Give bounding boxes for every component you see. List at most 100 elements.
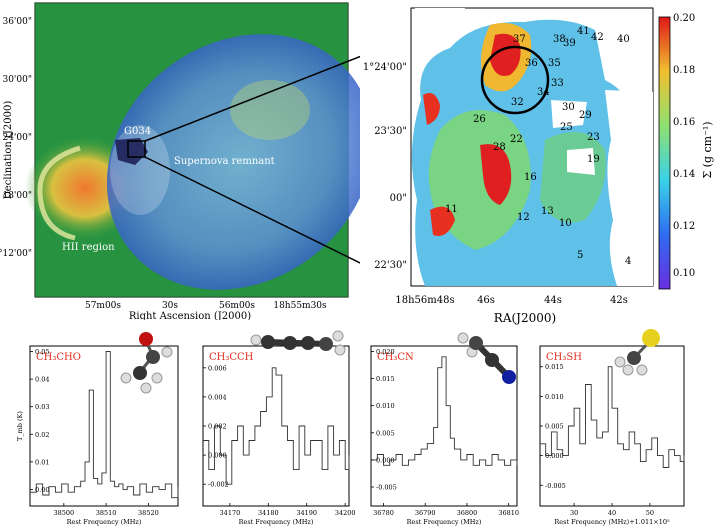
right-x-label: RA(J2000)	[494, 311, 556, 325]
x-tick-label: 38500	[53, 509, 74, 517]
x-tick-label: 36780	[373, 509, 394, 517]
spectrum-ch3sh: CH₃SH -0.005 0.000 0.005 0.010 0.015 30 40 50Res…	[539, 345, 685, 526]
zoom-line-bottom	[144, 156, 360, 264]
x-tick-label: 34200	[335, 509, 356, 517]
core-label: 35	[548, 58, 561, 69]
colorbar-tick: 0.18	[673, 65, 695, 76]
y-tick-label: 0.000	[208, 452, 227, 460]
left-ytick: 36'00"	[2, 17, 32, 27]
left-y-ticks: 36'00" 30'00" 24'00" 18'00" +1°12'00"	[0, 17, 32, 259]
y-tick-label: -0.005	[376, 484, 397, 492]
core-label: 28	[493, 142, 506, 153]
y-tick-label: 0.015	[376, 375, 395, 383]
x-tick-label: 40	[608, 509, 616, 517]
core-label: 11	[445, 204, 458, 215]
left-xtick: 56m00s	[219, 301, 255, 311]
core-label: 41	[577, 26, 590, 37]
molecule-acetaldehyde	[120, 332, 173, 394]
core-label: 42	[591, 32, 604, 43]
x-axis-label: Rest Frequency (MHz)	[239, 518, 314, 526]
core-label: 33	[551, 78, 564, 89]
right-ytick: 00"	[390, 193, 407, 204]
right-xtick: 46s	[477, 295, 495, 306]
spectra-panels: CH₃CHO 0.00 0.01 0.02 0.03 0.04 0.05 38500 38510…	[16, 329, 685, 526]
spectrum-line	[30, 351, 179, 499]
y-tick-label: 0.02	[35, 431, 49, 439]
colorbar-tick: 0.10	[673, 268, 695, 279]
y-tick-label: 0.04	[35, 376, 49, 384]
spectrum-ch3cn: CH₃CN -0.005 0.000 0.005 0.010 0.015 0.020 3678…	[370, 345, 519, 526]
molecule-methyl-cyanide	[457, 332, 516, 384]
y-tick-label: 0.006	[208, 364, 227, 372]
right-ytick: 22'30"	[374, 260, 407, 271]
core-label: 29	[579, 110, 592, 121]
label-snr: Supernova remnant	[174, 156, 275, 167]
beam-circle	[480, 45, 550, 115]
molecule-methanethiol	[614, 329, 660, 376]
right-y-ticks: 1°24'00" 23'30" 00" 22'30"	[363, 62, 407, 271]
right-ytick: 23'30"	[374, 126, 407, 137]
x-tick-label: 50	[646, 509, 654, 517]
left-x-label: Right Ascension (J2000)	[129, 311, 251, 320]
left-xtick: 18h55m30s	[273, 301, 327, 311]
right-xtick: 42s	[610, 295, 628, 306]
right-ytick: 1°24'00"	[363, 62, 407, 73]
spectrum-line	[371, 356, 518, 466]
y-tick-label: 0.020	[376, 348, 395, 356]
right-xtick: 18h56m48s	[395, 295, 454, 306]
x-tick-label: 30	[570, 509, 578, 517]
hii-region-shell	[37, 145, 81, 241]
zoom-line-top	[144, 55, 360, 142]
y-axis-label: T_mb (K)	[16, 411, 24, 441]
y-tick-label: 0.03	[35, 403, 49, 411]
x-axis-label: Rest Frequency (MHz)	[67, 518, 142, 526]
molecule-propyne	[250, 330, 346, 356]
core-label: 22	[510, 134, 523, 145]
left-y-label: Declination (J2000)	[3, 101, 14, 200]
colorbar-tick: 0.12	[673, 221, 695, 232]
left-x-ticks: 57m00s 30s 56m00s 18h55m30s	[85, 301, 327, 311]
spectrum-line	[203, 367, 350, 485]
colorbar-label: Σ (g cm⁻¹)	[701, 121, 714, 178]
core-label: 36	[525, 58, 538, 69]
y-tick-label: 0.00	[35, 486, 49, 494]
colorbar-tick: 0.14	[673, 169, 695, 180]
core-label: 38	[553, 34, 566, 45]
core-label: 26	[473, 114, 486, 125]
core-label: 12	[517, 212, 530, 223]
x-tick-label: 38510	[96, 509, 117, 517]
core-label: 5	[577, 250, 583, 261]
spectrum-title: CH₃SH	[546, 352, 582, 363]
colorbar-ticks: 0.20 0.18 0.16 0.14 0.12 0.10	[673, 13, 695, 279]
x-tick-label: 34180	[258, 509, 279, 517]
core-label: 40	[617, 34, 630, 45]
left-ytick: 18'00"	[2, 191, 32, 201]
y-tick-label: -0.002	[208, 481, 229, 489]
colorbar-tick: 0.16	[673, 117, 695, 128]
x-tick-label: 38520	[138, 509, 159, 517]
y-tick-label: 0.005	[545, 423, 564, 431]
label-g034: G034	[124, 126, 151, 137]
spectrum-ch3cho: CH₃CHO 0.00 0.01 0.02 0.03 0.04 0.05 38500 38510…	[16, 345, 179, 526]
left-ytick: 30'00"	[2, 75, 32, 85]
core-label: 19	[587, 154, 600, 165]
y-tick-label: -0.005	[545, 482, 566, 490]
y-tick-label: 0.004	[208, 393, 227, 401]
label-hii: HII region	[62, 242, 115, 253]
colorbar-tick: 0.20	[673, 13, 695, 24]
core-label: 10	[559, 218, 572, 229]
y-tick-label: 0.005	[376, 429, 395, 437]
x-axis-label: Rest Frequency (MHz)+1.011×10⁵	[554, 518, 670, 526]
core-label: 30	[562, 102, 575, 113]
y-tick-label: 0.000	[545, 452, 564, 460]
spectrum-title: CH₃CCH	[209, 352, 254, 363]
y-tick-label: 0.05	[35, 348, 49, 356]
spectrum-frame	[29, 345, 179, 507]
left-xtick: 30s	[162, 301, 178, 311]
left-ytick: +1°12'00"	[0, 249, 32, 259]
right-map-panel: 37 38 39 41 42 40 36 35 33 34 32 26 30 2…	[363, 7, 714, 325]
spectrum-title: CH₃CHO	[36, 352, 81, 363]
spectrum-frame	[370, 345, 518, 507]
core-label: 39	[563, 38, 576, 49]
core-label: 37	[513, 34, 526, 45]
